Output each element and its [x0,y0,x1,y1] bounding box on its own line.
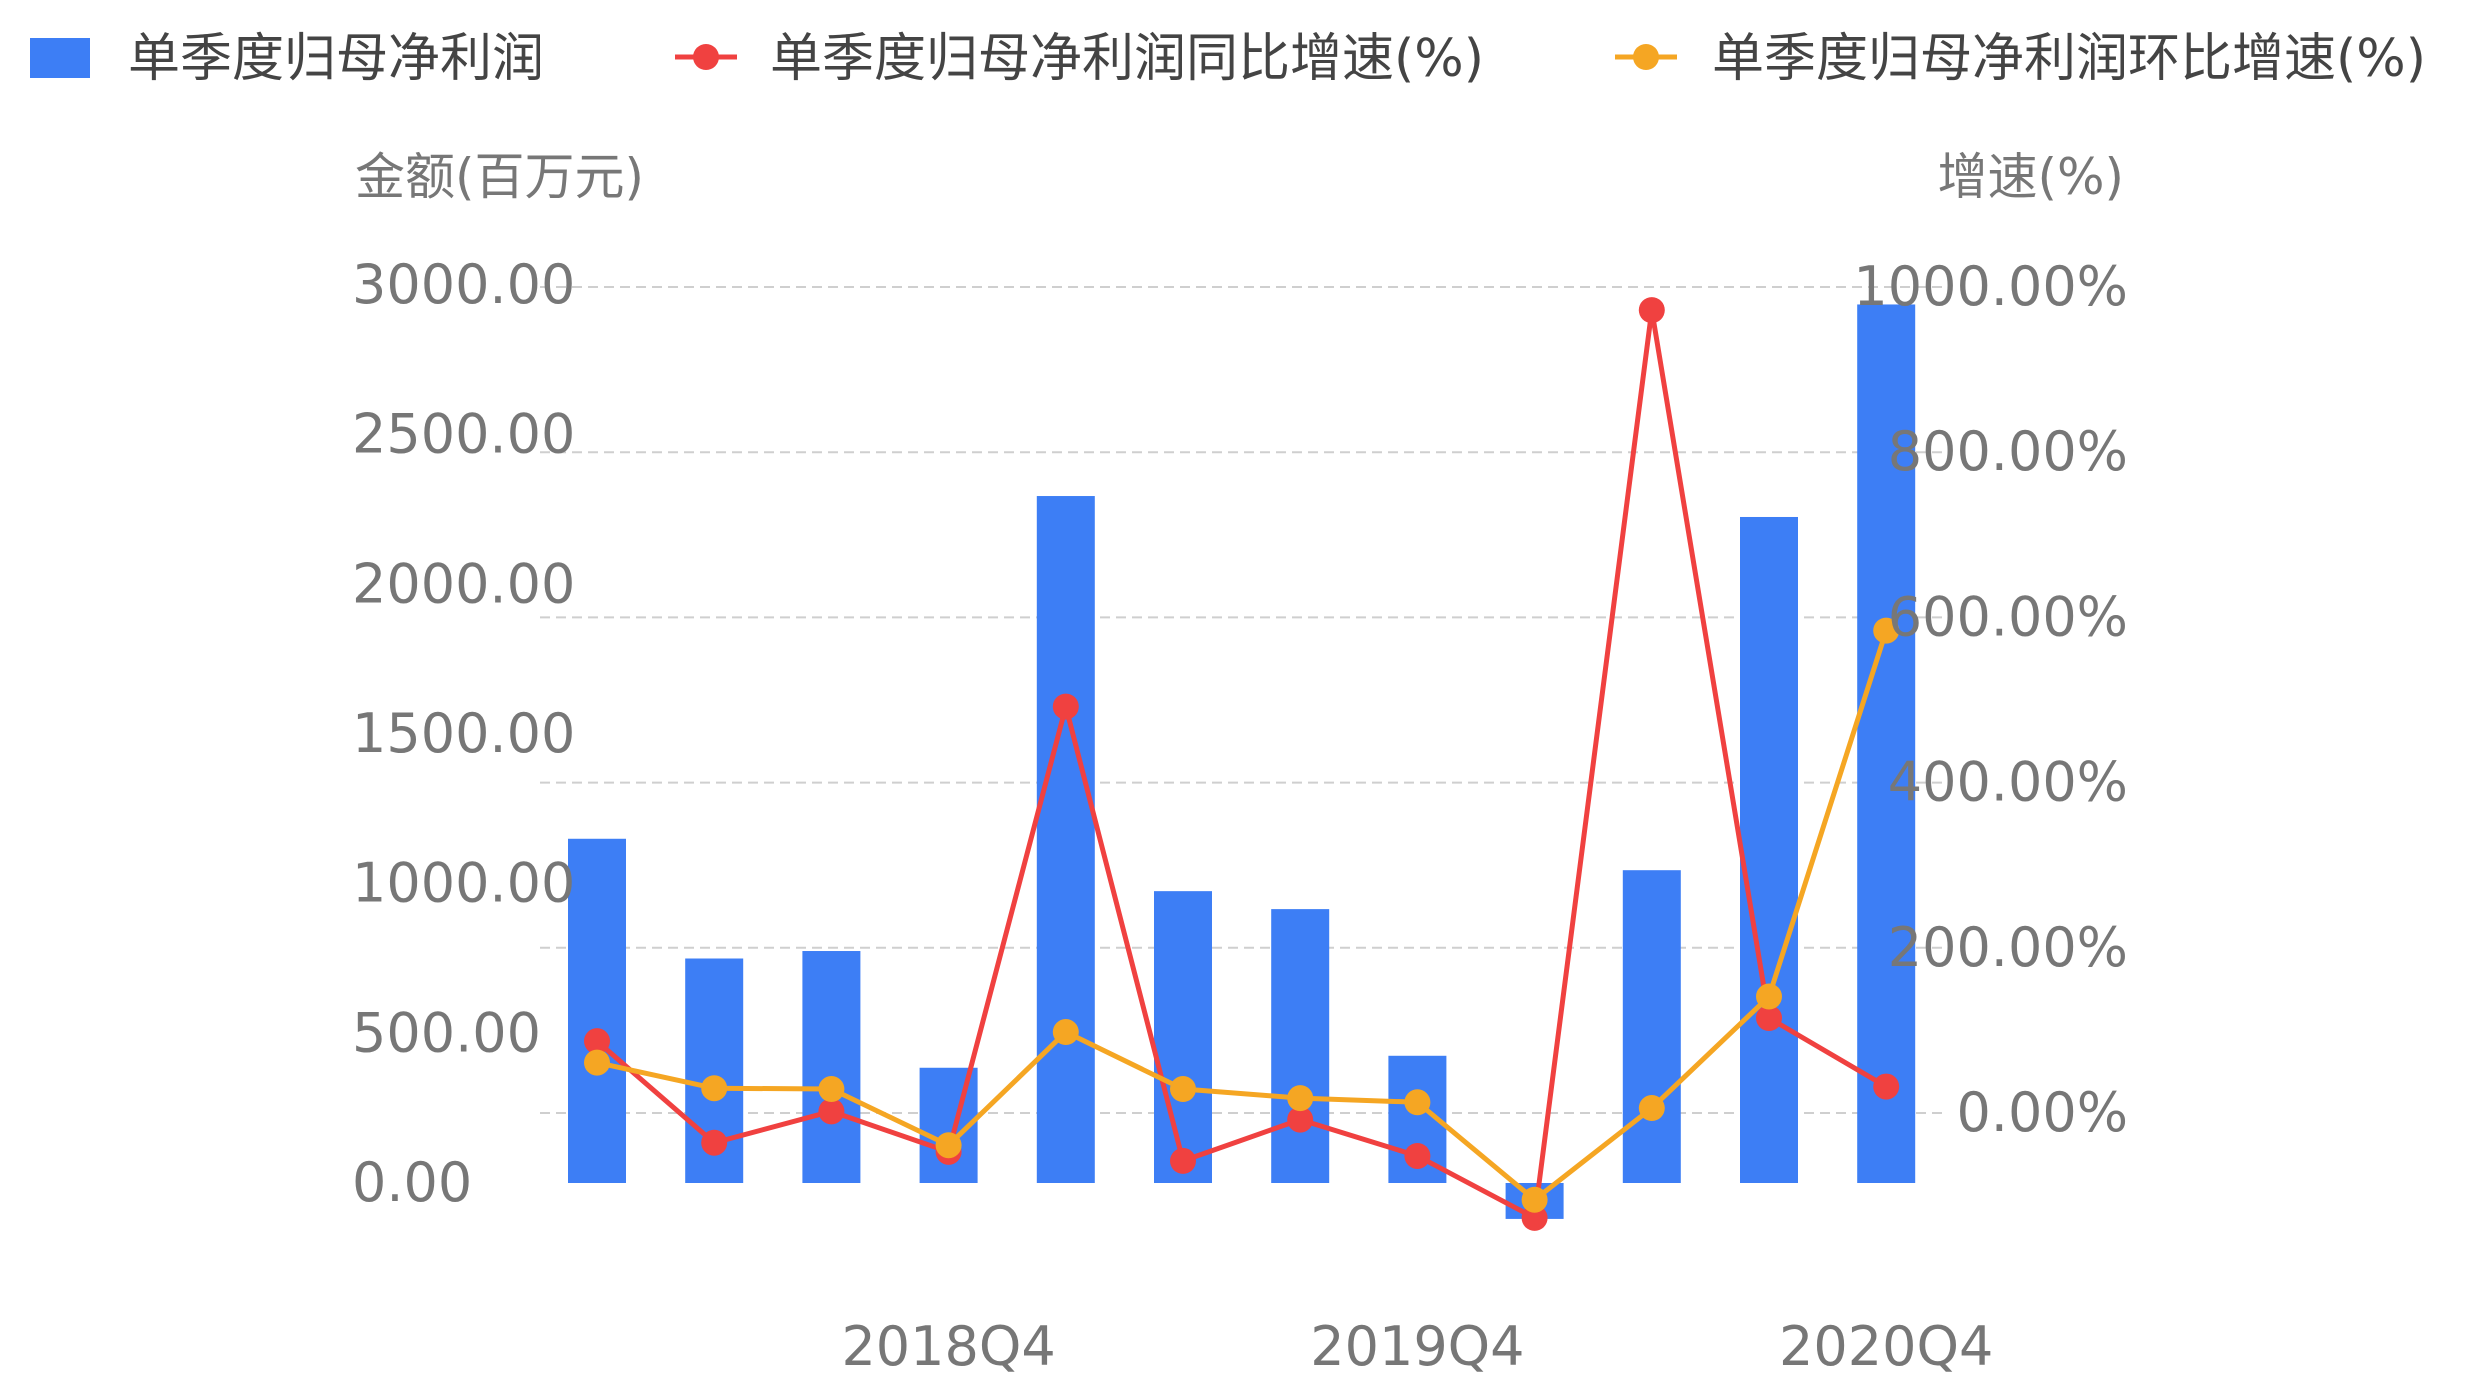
point-s2-2019Q1 [1052,1019,1079,1046]
point-s1-2020Q1 [1521,1204,1548,1231]
bar-2019Q1 [1036,496,1095,1183]
point-s2-2018Q4 [935,1132,962,1159]
legend: 单季度归母净利润 单季度归母净利润同比增速(%) 单季度归母净利润环比增速(%) [30,29,2426,89]
legend-item-1[interactable]: 单季度归母净利润 [30,29,544,89]
axis-layer: 金额(百万元) 增速(%) 0.00 500.00 1000.00 1500.00 20… [352,148,2128,1378]
bar-2018Q3 [802,951,861,1183]
point-s1-2018Q2 [701,1129,728,1156]
point-s1-2019Q2 [1170,1147,1196,1174]
left-tick-label: 0.00 [352,1151,472,1214]
point-s1-2019Q1 [1052,693,1079,720]
legend-item-2[interactable]: 单季度归母净利润同比增速(%) [675,29,1484,89]
right-tick-label: 400.00% [1888,751,2128,814]
left-axis-title: 金额(百万元) [355,148,644,206]
point-s1-2018Q1 [584,1028,610,1055]
point-s2-2019Q3 [1287,1085,1314,1112]
right-tick-label: 0.00% [1956,1081,2128,1144]
point-s1-2020Q3 [1756,1005,1782,1032]
point-s1-2020Q4 [1873,1073,1900,1100]
bar-2020Q3 [1740,516,1798,1183]
x-tick-label: 2019Q4 [1310,1315,1524,1378]
point-s1-2020Q2 [1638,297,1665,324]
point-s2-2020Q1 [1521,1186,1548,1213]
legend-label: 单季度归母净利润环比增速(%) [1712,29,2426,89]
legend-marker-icon [1633,44,1659,70]
legend-marker-icon [693,44,719,70]
left-tick-label: 500.00 [352,1001,541,1064]
point-s1-2018Q3 [818,1098,845,1125]
right-tick-label: 600.00% [1888,585,2128,648]
bar-2020Q4 [1857,304,1916,1183]
right-tick-label: 1000.00% [1853,255,2128,318]
x-tick-label: 2018Q4 [841,1315,1055,1378]
line-layer [584,297,1900,1231]
point-s2-2018Q1 [584,1049,610,1076]
bar-2019Q3 [1271,909,1330,1183]
grid-layer [540,286,1945,1114]
legend-bar-icon [30,38,90,78]
point-s2-2020Q4 [1873,617,1900,644]
point-s1-2019Q4 [1404,1142,1431,1169]
x-tick-label: 2020Q4 [1779,1315,1993,1378]
left-tick-label: 2500.00 [352,403,575,466]
point-s2-2018Q2 [701,1075,728,1102]
point-s2-2020Q3 [1756,983,1782,1010]
right-axis-title: 增速(%) [1937,148,2124,206]
left-tick-label: 1500.00 [352,702,575,765]
legend-label: 单季度归母净利润同比增速(%) [770,29,1484,89]
point-s2-2018Q3 [818,1076,845,1103]
series-line-1 [595,307,1888,1221]
point-s1-2019Q3 [1287,1106,1314,1133]
left-tick-label: 1000.00 [352,852,575,915]
series-line-2 [596,629,1889,1203]
right-tick-label: 200.00% [1888,916,2128,979]
point-s2-2020Q2 [1638,1095,1665,1122]
right-tick-label: 800.00% [1888,420,2128,483]
bar-2019Q2 [1154,891,1212,1183]
legend-label: 单季度归母净利润 [128,29,544,89]
bar-2018Q1 [568,838,626,1183]
legend-item-3[interactable]: 单季度归母净利润环比增速(%) [1615,29,2426,89]
bar-layer [568,304,1916,1219]
left-tick-label: 3000.00 [352,253,575,316]
left-tick-label: 2000.00 [352,552,575,615]
point-s2-2019Q2 [1170,1076,1196,1103]
bar-2020Q2 [1622,870,1681,1183]
point-s2-2019Q4 [1404,1089,1431,1116]
